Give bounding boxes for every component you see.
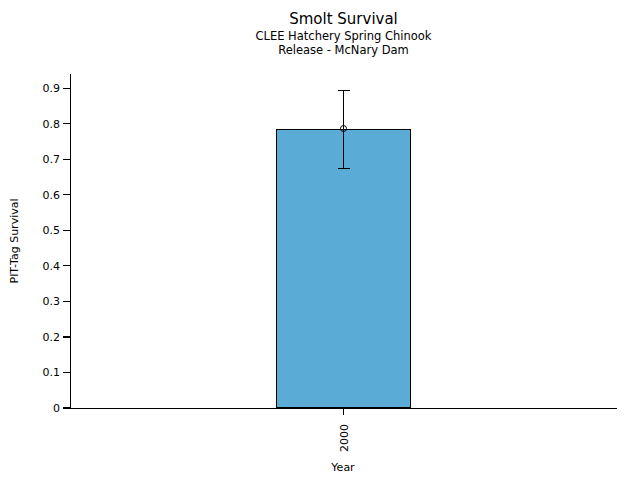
chart-subtitle-line2: Release - McNary Dam [70,43,617,57]
y-tick-label: 0.7 [20,153,60,166]
y-tick-mark [63,372,70,373]
y-tick-label: 0.5 [20,224,60,237]
y-tick-mark [63,301,70,302]
y-axis-spine [70,74,71,408]
y-tick-label: 0.2 [20,330,60,343]
y-tick-mark [63,123,70,124]
y-tick-mark [63,265,70,266]
x-tick-label: 2000 [337,424,350,452]
y-tick-mark [63,230,70,231]
y-tick-label: 0 [20,402,60,415]
y-tick-label: 0.8 [20,117,60,130]
y-tick-mark [63,336,70,337]
y-tick-label: 0.1 [20,366,60,379]
chart-subtitle-line1: CLEE Hatchery Spring Chinook [70,29,617,43]
y-axis-label: PIT-Tag Survival [8,198,21,283]
y-tick-label: 0.9 [20,82,60,95]
y-tick-mark [63,194,70,195]
y-tick-label: 0.3 [20,295,60,308]
error-bar-cap-top [338,90,350,92]
chart-figure: Smolt Survival CLEE Hatchery Spring Chin… [0,0,640,480]
error-bar-cap-bottom [338,168,350,170]
y-tick-mark [63,88,70,89]
y-tick-mark [63,159,70,160]
x-axis-label: Year [331,461,354,474]
y-tick-label: 0.4 [20,259,60,272]
y-tick-label: 0.6 [20,188,60,201]
chart-title: Smolt Survival [70,10,617,29]
y-tick-mark [63,407,70,408]
title-block: Smolt Survival CLEE Hatchery Spring Chin… [70,10,617,58]
x-tick-mark [343,408,344,415]
bar [276,129,411,408]
